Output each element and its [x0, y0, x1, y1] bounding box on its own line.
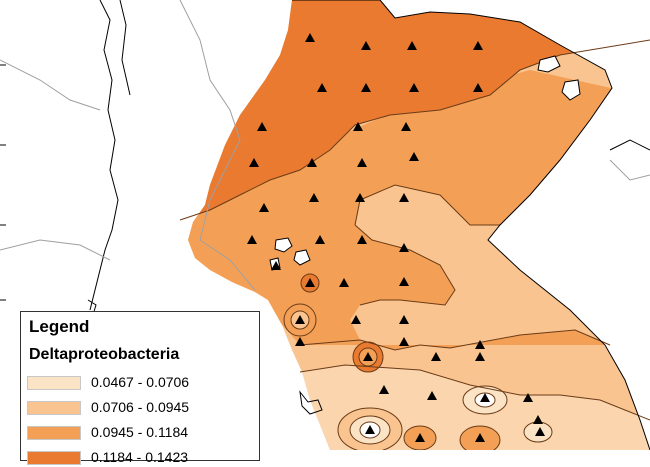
- legend: Legend Deltaproteobacteria 0.0467 - 0.07…: [20, 311, 260, 465]
- triangle-icon: [379, 385, 389, 394]
- legend-subtitle: Deltaproteobacteria: [29, 346, 180, 363]
- triangle-icon: [355, 193, 365, 202]
- triangle-icon: [307, 158, 317, 167]
- zone-class-4: [188, 0, 650, 220]
- legend-row: 0.0706 - 0.0945: [27, 399, 257, 417]
- triangle-icon: [409, 83, 419, 92]
- triangle-icon: [523, 393, 533, 402]
- legend-row: 0.0945 - 0.1184: [27, 424, 257, 442]
- triangle-icon: [295, 337, 305, 346]
- triangle-icon: [363, 352, 373, 361]
- triangle-icon: [315, 235, 325, 244]
- triangle-icon: [480, 393, 490, 402]
- triangle-icon: [361, 41, 371, 50]
- triangle-icon: [427, 391, 437, 400]
- triangle-icon: [415, 433, 425, 442]
- triangle-icon: [475, 352, 485, 361]
- triangle-icon: [305, 278, 315, 287]
- triangle-icon: [271, 261, 281, 270]
- triangle-icon: [357, 235, 367, 244]
- triangle-icon: [475, 433, 485, 442]
- triangle-icon: [353, 122, 363, 131]
- zone-class-3: [188, 70, 620, 350]
- legend-label: 0.0945 - 0.1184: [91, 424, 189, 440]
- triangle-icon: [409, 152, 419, 161]
- triangle-icon: [247, 235, 257, 244]
- triangle-icon: [399, 243, 409, 252]
- triangle-icon: [365, 425, 375, 434]
- region-outline: [292, 0, 650, 450]
- map-canvas: [0, 0, 650, 450]
- legend-label: 0.0467 - 0.0706: [91, 374, 190, 390]
- triangle-icon: [431, 352, 441, 361]
- legend-swatch: [27, 426, 81, 440]
- triangle-icon: [339, 278, 349, 287]
- triangle-icon: [305, 33, 315, 42]
- triangle-icon: [295, 315, 305, 324]
- contour-lines: [179, 39, 650, 450]
- triangle-icon: [473, 83, 483, 92]
- triangle-icon: [309, 193, 319, 202]
- legend-swatch: [27, 376, 81, 390]
- triangle-icon: [351, 315, 361, 324]
- legend-label: 0.1184 - 0.1423: [91, 449, 189, 465]
- triangle-icon: [473, 41, 483, 50]
- legend-label: 0.0706 - 0.0945: [91, 399, 190, 415]
- triangle-icon: [259, 203, 269, 212]
- legend-row: 0.1184 - 0.1423: [27, 449, 257, 467]
- triangle-icon: [317, 83, 327, 92]
- triangle-icon: [257, 122, 267, 131]
- triangle-icon: [533, 415, 543, 424]
- sample-points: [247, 33, 545, 442]
- triangle-icon: [361, 83, 371, 92]
- legend-swatch: [27, 401, 81, 415]
- legend-swatch: [27, 451, 81, 465]
- triangle-icon: [399, 193, 409, 202]
- triangle-icon: [401, 122, 411, 131]
- legend-title: Legend: [29, 317, 90, 336]
- coastline: [87, 0, 650, 415]
- legend-row: 0.0467 - 0.0706: [27, 374, 257, 392]
- triangle-icon: [357, 158, 367, 167]
- triangle-icon: [399, 315, 409, 324]
- country-borders: [0, 0, 650, 291]
- triangle-icon: [535, 427, 545, 436]
- triangle-icon: [399, 277, 409, 286]
- triangle-icon: [249, 158, 259, 167]
- triangle-icon: [399, 337, 409, 346]
- triangle-icon: [475, 340, 485, 349]
- triangle-icon: [407, 41, 417, 50]
- frame-ticks: [0, 64, 6, 301]
